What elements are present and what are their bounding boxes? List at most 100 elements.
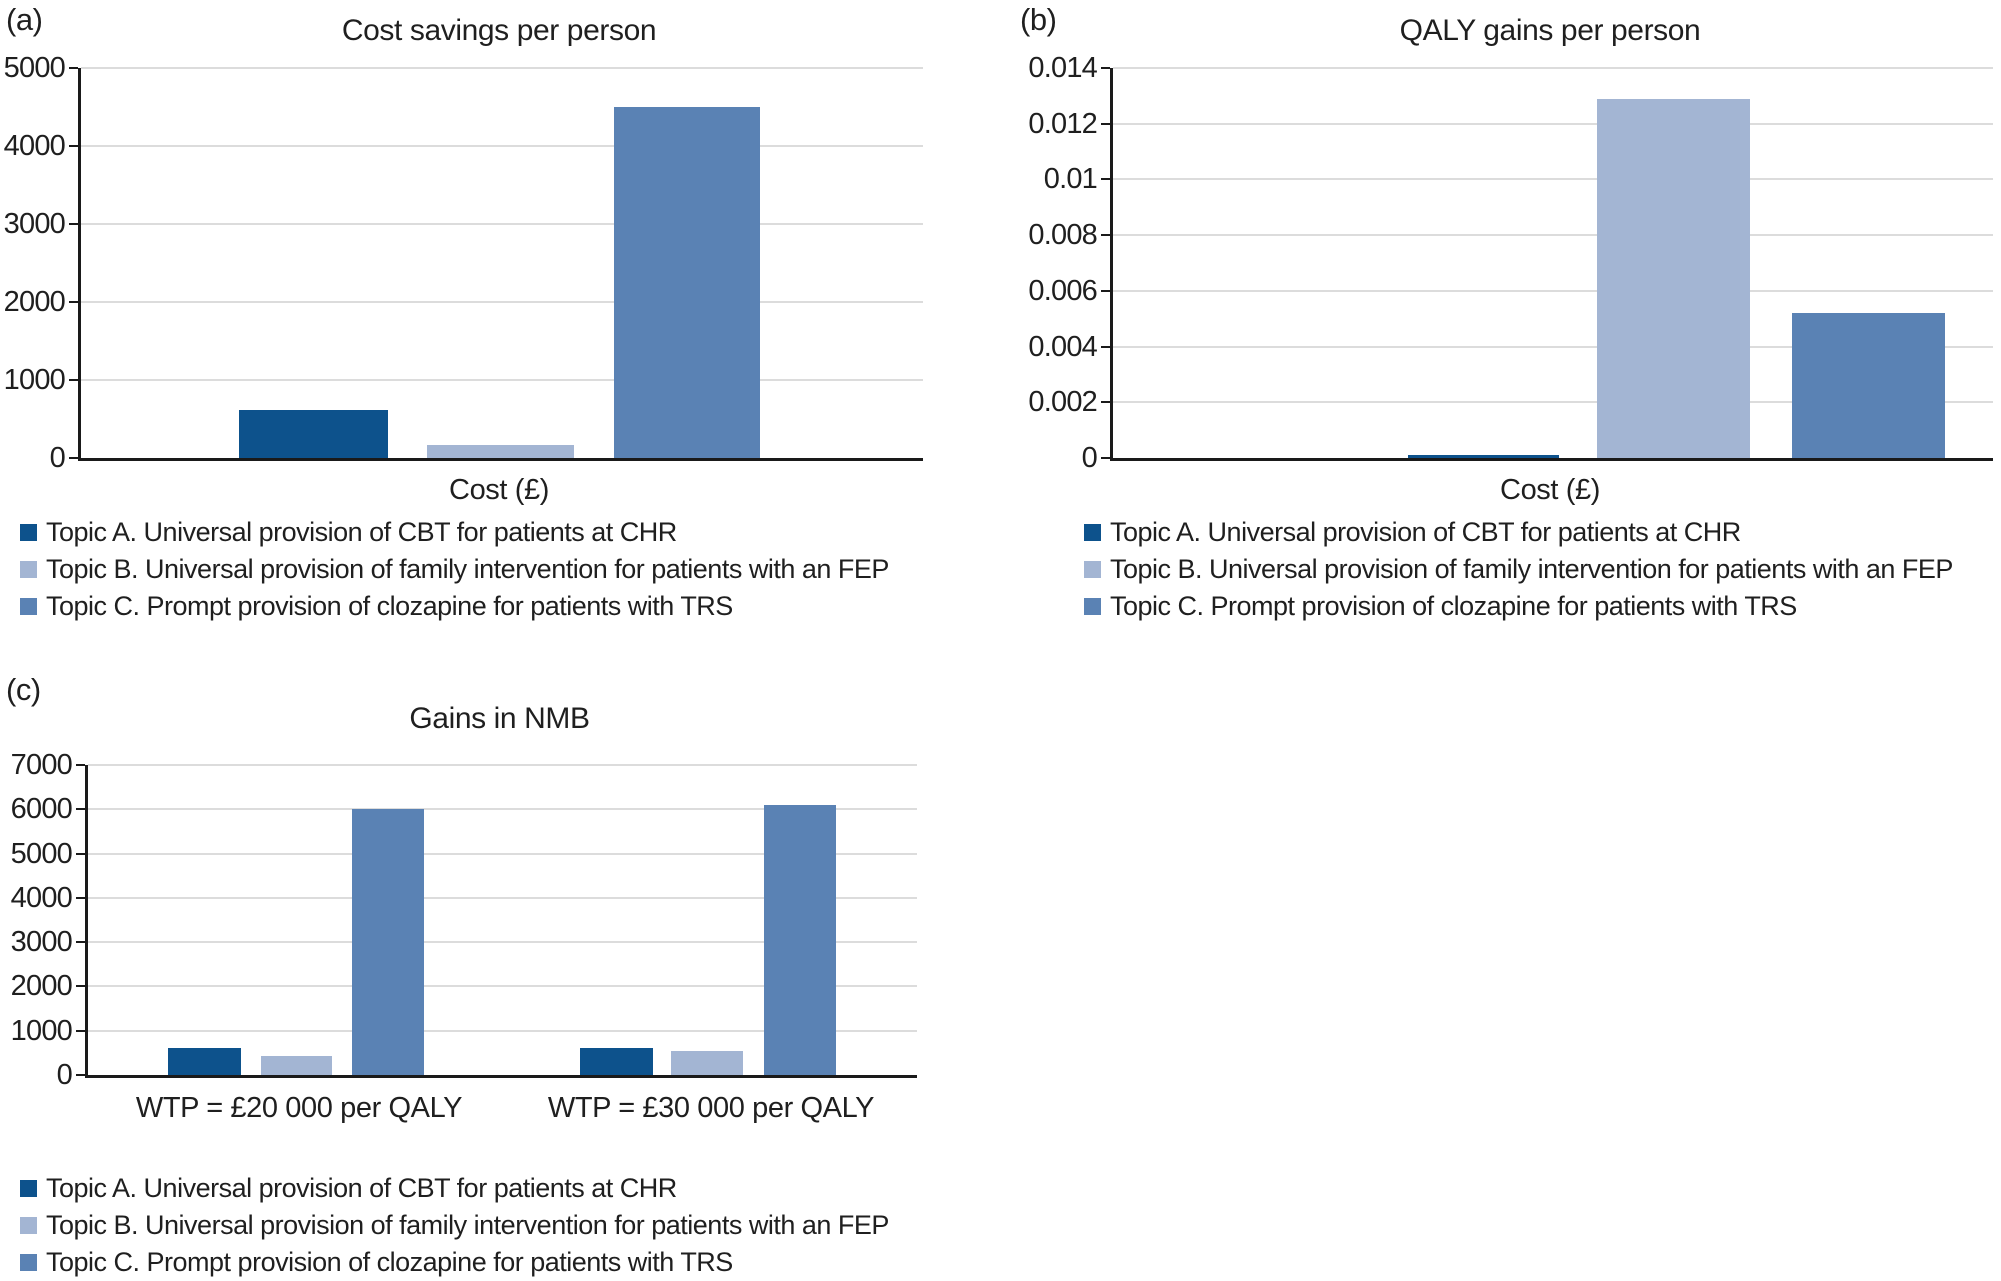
legend-item: Topic B. Universal provision of family i… — [20, 1207, 889, 1244]
legend-label: Topic C. Prompt provision of clozapine f… — [46, 591, 733, 621]
chart-title-a: Cost savings per person — [341, 14, 657, 47]
legend-item: Topic C. Prompt provision of clozapine f… — [20, 588, 889, 625]
legend-c: Topic A. Universal provision of CBT for … — [20, 1170, 889, 1281]
gridline — [88, 764, 917, 766]
x-axis-label-a: Cost (£) — [449, 474, 549, 506]
gridline — [81, 379, 923, 381]
bar-topic-b — [1597, 99, 1750, 458]
y-tick-mark — [76, 764, 85, 766]
panel-label-b: (b) — [1020, 2, 1057, 37]
y-tick-mark — [1101, 401, 1110, 404]
bar-topic-c — [1792, 313, 1945, 458]
y-tick-label: 0.01 — [1043, 163, 1098, 196]
y-tick-label: 3000 — [3, 208, 66, 240]
gridline — [88, 852, 917, 855]
y-tick-mark — [69, 301, 78, 303]
y-tick-mark — [76, 852, 85, 855]
legend-label: Topic A. Universal provision of CBT for … — [46, 517, 677, 547]
y-tick-label: 4000 — [10, 881, 73, 914]
gridline — [1113, 122, 1993, 125]
y-tick-label: 2000 — [10, 970, 73, 1003]
y-tick-label: 1000 — [10, 1014, 73, 1047]
y-tick-mark — [76, 941, 85, 944]
legend-swatch-topic-b — [20, 561, 37, 578]
chart-title-c: Gains in NMB — [409, 702, 590, 735]
legend-label: Topic A. Universal provision of CBT for … — [1110, 517, 1741, 547]
y-tick-label: 6000 — [10, 793, 73, 826]
plot-area-b: 0 0.002 0.004 0.006 0.008 0.01 0.012 0.014 — [1028, 53, 1993, 473]
chart-panel-b: (b) QALY gains per person 0 0.002 0.004 0.0… — [1000, 0, 2001, 632]
panel-label-a: (a) — [6, 2, 43, 37]
gridline — [1113, 401, 1993, 404]
legend-swatch-topic-a — [1084, 524, 1101, 541]
legend-item: Topic C. Prompt provision of clozapine f… — [1084, 588, 1953, 625]
legend-label: Topic B. Universal provision of family i… — [46, 1210, 889, 1240]
y-tick-label: 3000 — [10, 926, 73, 959]
y-tick-label: 0.004 — [1028, 330, 1097, 363]
bar-topic-a — [1408, 455, 1559, 458]
y-tick-mark — [69, 67, 78, 69]
gridline — [88, 896, 917, 899]
y-tick-mark — [1101, 289, 1110, 292]
bar-topic-c — [764, 805, 836, 1075]
legend-swatch-topic-c — [1084, 598, 1101, 615]
gridline — [88, 941, 917, 944]
y-tick-label: 0 — [56, 1059, 73, 1091]
y-tick-label: 0 — [49, 442, 66, 474]
legend-item: Topic A. Universal provision of CBT for … — [20, 1170, 889, 1207]
legend-a: Topic A. Universal provision of CBT for … — [20, 514, 889, 625]
bar-topic-c — [614, 107, 760, 458]
y-tick-label: 0.006 — [1028, 274, 1097, 307]
legend-swatch-topic-a — [20, 1180, 37, 1197]
legend-swatch-topic-b — [20, 1217, 37, 1234]
legend-b: Topic A. Universal provision of CBT for … — [1084, 514, 1953, 625]
x-category-label: WTP = £30 000 per QALY — [547, 1092, 875, 1124]
y-tick-label: 2000 — [3, 286, 66, 318]
bar-topic-b — [671, 1051, 743, 1075]
gridline — [1113, 289, 1993, 292]
y-tick-label: 4000 — [3, 130, 66, 162]
y-tick-mark — [1101, 178, 1110, 181]
legend-label: Topic B. Universal provision of family i… — [1110, 554, 1953, 584]
y-tick-mark — [1101, 457, 1110, 459]
y-tick-mark — [69, 379, 78, 381]
gridline — [81, 301, 923, 303]
bar-topic-b — [427, 445, 574, 458]
bar-topic-a — [239, 410, 388, 458]
bar-topic-a — [168, 1048, 241, 1075]
gridline — [88, 985, 917, 988]
gridline — [81, 67, 923, 69]
x-category-label: WTP = £20 000 per QALY — [135, 1092, 463, 1124]
chart-title-b: QALY gains per person — [1399, 14, 1701, 47]
y-tick-label: 0.008 — [1028, 219, 1097, 252]
legend-item: Topic B. Universal provision of family i… — [20, 551, 889, 588]
y-tick-mark — [1101, 234, 1110, 237]
y-tick-label: 0 — [1081, 442, 1098, 474]
gridline — [81, 223, 923, 225]
panel-label-c: (c) — [6, 672, 41, 707]
y-tick-label: 7000 — [10, 749, 73, 781]
legend-swatch-topic-c — [20, 598, 37, 615]
y-tick-label: 0.002 — [1028, 386, 1097, 419]
legend-label: Topic B. Universal provision of family i… — [46, 554, 889, 584]
y-tick-label: 0.012 — [1028, 107, 1097, 140]
legend-label: Topic C. Prompt provision of clozapine f… — [1110, 591, 1797, 621]
bar-topic-b — [261, 1056, 332, 1075]
y-tick-mark — [69, 457, 78, 459]
y-tick-mark — [76, 985, 85, 988]
gridline — [88, 808, 917, 811]
legend-swatch-topic-a — [20, 524, 37, 541]
chart-panel-a: (a) Cost savings per person 0 1000 2000 300… — [0, 0, 960, 632]
y-tick-mark — [76, 1029, 85, 1032]
y-tick-label: 0.014 — [1028, 52, 1097, 84]
gridline — [1113, 178, 1993, 181]
y-tick-label: 5000 — [10, 837, 73, 870]
legend-label: Topic A. Universal provision of CBT for … — [46, 1173, 677, 1203]
legend-item: Topic A. Universal provision of CBT for … — [1084, 514, 1953, 551]
y-tick-label: 1000 — [3, 364, 66, 396]
legend-item: Topic B. Universal provision of family i… — [1084, 551, 1953, 588]
bar-topic-c — [352, 809, 424, 1075]
y-tick-label: 5000 — [3, 52, 66, 84]
y-tick-mark — [76, 896, 85, 899]
plot-area-a: 0 1000 2000 3000 4000 5000 — [4, 53, 923, 473]
